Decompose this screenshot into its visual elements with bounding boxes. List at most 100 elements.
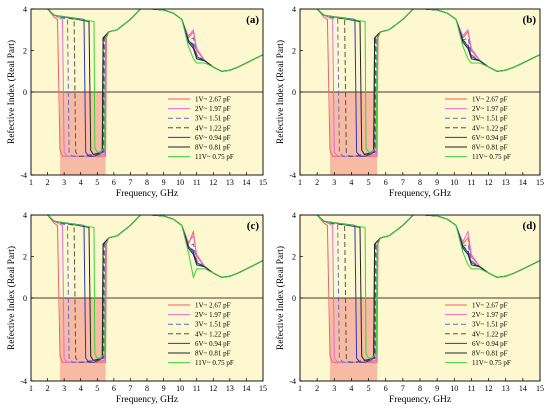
x-tick-label: 13: [502, 384, 510, 393]
x-tick-label: 4: [349, 384, 353, 393]
x-tick-label: 11: [468, 178, 476, 187]
y-tick-label: 2: [23, 47, 27, 56]
x-tick-label: 9: [435, 178, 439, 187]
y-tick-label: 0: [292, 88, 296, 97]
x-tick-label: 1: [29, 178, 33, 187]
legend-label-3: 3V~ 1.51 pF: [195, 115, 231, 123]
legend-label-7: 11V~ 0.75 pF: [472, 153, 511, 161]
x-tick-label: 10: [176, 384, 184, 393]
x-tick-label: 2: [315, 384, 319, 393]
x-tick-label: 10: [450, 384, 458, 393]
y-tick-label: 0: [292, 294, 296, 303]
y-axis-label: Refective Index (Real Part): [6, 246, 17, 350]
x-tick-label: 7: [401, 384, 405, 393]
x-axis-label: Frequency, GHz: [116, 189, 178, 199]
x-tick-label: 1: [29, 384, 33, 393]
x-axis-label: Frequency, GHz: [116, 395, 178, 405]
legend-label-3: 3V~ 1.51 pF: [472, 321, 508, 329]
x-tick-label: 2: [315, 178, 319, 187]
y-tick-label: 4: [23, 211, 27, 220]
y-tick-label: 4: [292, 211, 296, 220]
x-tick-label: 13: [502, 178, 510, 187]
series-line-7: [31, 9, 263, 153]
x-tick-label: 14: [242, 384, 250, 393]
negative-index-band: [330, 92, 378, 175]
x-tick-label: 8: [145, 178, 149, 187]
x-tick-label: 3: [332, 178, 336, 187]
x-tick-label: 15: [259, 384, 267, 393]
x-tick-label: 4: [79, 384, 83, 393]
x-tick-label: 8: [145, 384, 149, 393]
x-tick-label: 11: [193, 178, 201, 187]
series-line-4: [31, 9, 263, 157]
x-tick-label: 11: [468, 384, 476, 393]
x-tick-label: 5: [95, 178, 99, 187]
legend-label-7: 11V~ 0.75 pF: [472, 359, 511, 367]
legend-label-5: 6V~ 0.94 pF: [195, 340, 231, 348]
x-tick-label: 3: [62, 178, 66, 187]
series-group: [300, 9, 540, 157]
y-axis-label: Refective Index (Real Part): [275, 40, 286, 144]
legend-label-3: 3V~ 1.51 pF: [472, 115, 508, 123]
x-tick-label: 2: [46, 178, 50, 187]
legend-label-2: 2V~ 1.97 pF: [472, 105, 508, 113]
x-axis-label: Frequency, GHz: [389, 189, 451, 199]
x-tick-label: 3: [332, 384, 336, 393]
y-axis-label: Refective Index (Real Part): [6, 40, 17, 144]
x-tick-label: 3: [62, 384, 66, 393]
x-tick-label: 14: [519, 178, 527, 187]
y-tick-label: -4: [20, 377, 27, 386]
y-tick-label: 4: [23, 5, 27, 14]
negative-index-band: [60, 92, 106, 175]
x-tick-label: 12: [209, 178, 217, 187]
legend-label-5: 6V~ 0.94 pF: [472, 134, 508, 142]
x-tick-label: 7: [128, 178, 132, 187]
y-tick-label: -4: [289, 171, 296, 180]
x-tick-label: 5: [367, 384, 371, 393]
x-tick-label: 8: [418, 384, 422, 393]
y-tick-label: -4: [289, 377, 296, 386]
y-tick-label: 0: [23, 294, 27, 303]
legend-label-5: 6V~ 0.94 pF: [195, 134, 231, 142]
x-tick-label: 11: [193, 384, 201, 393]
x-tick-label: 9: [162, 178, 166, 187]
panel-label: (d): [523, 220, 537, 232]
x-tick-label: 12: [209, 384, 217, 393]
x-tick-label: 13: [226, 178, 234, 187]
series-group: [31, 215, 263, 363]
legend-label-5: 6V~ 0.94 pF: [472, 340, 508, 348]
x-tick-label: 12: [485, 384, 493, 393]
x-tick-label: 15: [536, 384, 544, 393]
x-tick-label: 12: [485, 178, 493, 187]
legend-label-7: 11V~ 0.75 pF: [195, 153, 234, 161]
x-tick-label: 4: [79, 178, 83, 187]
y-tick-label: 2: [292, 47, 296, 56]
legend-label-4: 4V~ 1.22 pF: [472, 124, 508, 132]
legend-label-2: 2V~ 1.97 pF: [195, 105, 231, 113]
x-tick-label: 14: [519, 384, 527, 393]
legend-label-2: 2V~ 1.97 pF: [195, 311, 231, 319]
x-tick-label: 6: [384, 178, 388, 187]
legend-label-3: 3V~ 1.51 pF: [195, 321, 231, 329]
legend-label-4: 4V~ 1.22 pF: [472, 330, 508, 338]
legend-label-4: 4V~ 1.22 pF: [195, 330, 231, 338]
legend-label-6: 8V~ 0.81 pF: [195, 144, 231, 152]
negative-index-band: [330, 298, 378, 381]
x-tick-label: 9: [162, 384, 166, 393]
y-tick-label: -4: [20, 171, 27, 180]
x-axis-label: Frequency, GHz: [389, 395, 451, 405]
x-tick-label: 5: [95, 384, 99, 393]
series-group: [31, 9, 263, 157]
x-tick-label: 10: [450, 178, 458, 187]
legend-label-7: 11V~ 0.75 pF: [195, 359, 234, 367]
legend-label-2: 2V~ 1.97 pF: [472, 311, 508, 319]
y-axis-label: Refective Index (Real Part): [275, 246, 286, 350]
x-tick-label: 2: [46, 384, 50, 393]
x-tick-label: 8: [418, 178, 422, 187]
series-group: [300, 215, 540, 363]
